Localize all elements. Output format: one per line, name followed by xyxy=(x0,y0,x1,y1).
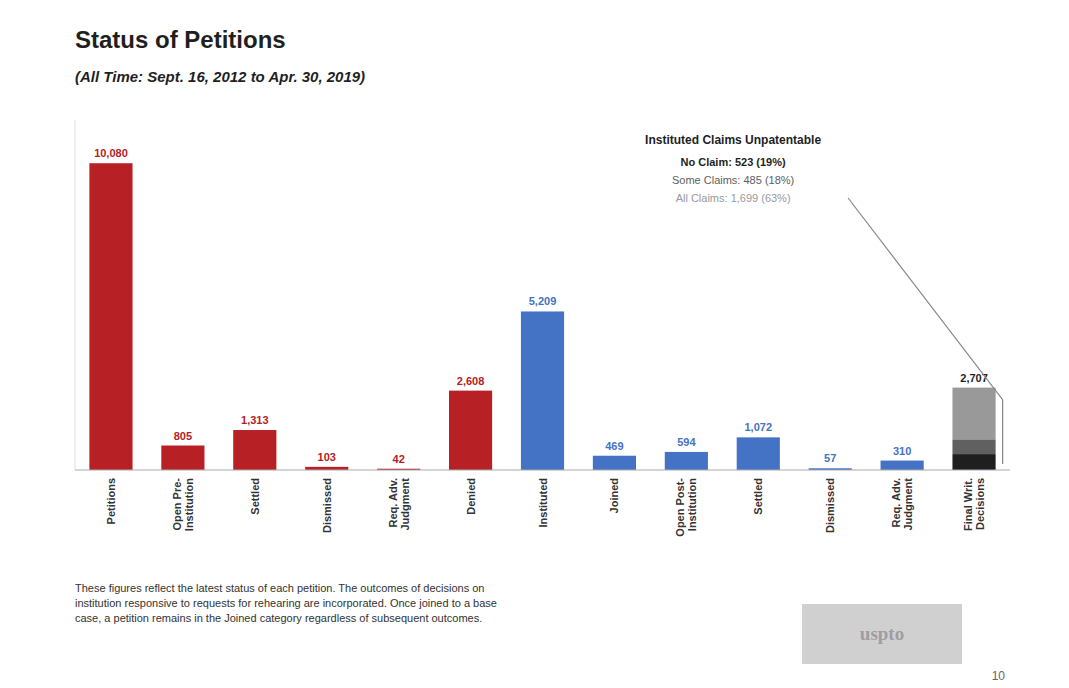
annotation-line: No Claim: 523 (19%) xyxy=(681,156,786,168)
x-axis-line xyxy=(75,470,1010,471)
x-tick-label-line: Req. Adv. xyxy=(890,478,902,528)
x-tick-label-line: Judgment xyxy=(902,478,914,531)
bars xyxy=(89,163,995,470)
y-axis-line xyxy=(75,120,76,470)
data-label: 1,072 xyxy=(745,421,773,433)
annotation-line: All Claims: 1,699 (63%) xyxy=(676,192,791,204)
data-label: 469 xyxy=(605,440,623,452)
data-label: 594 xyxy=(677,436,696,448)
annotation-title: Instituted Claims Unpatentable xyxy=(645,133,821,147)
x-tick-label: Open Pre-Institution xyxy=(171,478,195,531)
x-tick-label: Open Post-Institution xyxy=(674,478,698,537)
footer-line: case, a petition remains in the Joined c… xyxy=(75,612,482,624)
data-label: 1,313 xyxy=(241,414,269,426)
data-label: 42 xyxy=(393,453,405,465)
x-tick-label: Denied xyxy=(465,478,477,515)
chart: Status of Petitions (All Time: Sept. 16, … xyxy=(0,0,1069,688)
x-tick-label-line: Open Pre- xyxy=(171,478,183,531)
footer-line: These figures reflect the latest status … xyxy=(75,582,484,594)
x-tick-label-line: Dismissed xyxy=(321,478,333,533)
data-label: 57 xyxy=(824,452,836,464)
data-label: 2,707 xyxy=(960,372,988,384)
bar xyxy=(161,446,204,471)
bar xyxy=(449,391,492,470)
title: Status of Petitions xyxy=(75,26,286,53)
x-tick-label-line: Joined xyxy=(608,478,620,513)
watermark: uspto xyxy=(860,623,904,644)
data-label: 5,209 xyxy=(529,295,557,307)
x-tick-label: Instituted xyxy=(537,478,549,528)
x-tick-label-line: Settled xyxy=(249,478,261,515)
x-tick-label: Petitions xyxy=(105,478,117,524)
annotation-line: Some Claims: 485 (18%) xyxy=(672,174,794,186)
bar xyxy=(521,311,564,470)
data-label: 103 xyxy=(318,451,336,463)
annotation-connector xyxy=(848,198,1003,464)
x-tick-label-line: Dismissed xyxy=(824,478,836,533)
footer: These figures reflect the latest status … xyxy=(75,582,497,624)
bar xyxy=(593,456,636,470)
x-tick-label-line: Open Post- xyxy=(674,478,686,537)
x-tick-label-line: Decisions xyxy=(974,478,986,530)
background xyxy=(0,0,1069,688)
x-tick-label: Req. Adv.Judgment xyxy=(387,478,411,531)
x-tick-label: Final Writ.Decisions xyxy=(962,478,986,531)
x-tick-label-line: Final Writ. xyxy=(962,478,974,531)
subtitle: (All Time: Sept. 16, 2012 to Apr. 30, 20… xyxy=(75,68,365,85)
x-tick-label-line: Settled xyxy=(752,478,764,515)
x-tick-label-line: Petitions xyxy=(105,478,117,524)
bar xyxy=(881,461,924,470)
data-label: 805 xyxy=(174,430,192,442)
x-tick-label: Settled xyxy=(249,478,261,515)
bar-segment xyxy=(952,439,995,454)
x-tick-label: Joined xyxy=(608,478,620,513)
watermark-box xyxy=(802,604,962,664)
x-tick-label: Dismissed xyxy=(321,478,333,533)
bar xyxy=(89,163,132,470)
bar-segment xyxy=(952,454,995,470)
data-label: 2,608 xyxy=(457,375,485,387)
bar-segment xyxy=(952,388,995,440)
page-number: 10 xyxy=(992,669,1006,683)
data-label: 10,080 xyxy=(94,147,128,159)
footer-line: institution responsive to requests for r… xyxy=(75,597,497,609)
x-tick-label-line: Denied xyxy=(465,478,477,515)
data-label: 310 xyxy=(893,445,911,457)
bar xyxy=(737,437,780,470)
x-tick-label-line: Institution xyxy=(183,478,195,531)
x-tick-label: Req. Adv.Judgment xyxy=(890,478,914,531)
bar xyxy=(665,452,708,470)
x-tick-label: Settled xyxy=(752,478,764,515)
x-tick-label-line: Req. Adv. xyxy=(387,478,399,528)
x-tick-label: Dismissed xyxy=(824,478,836,533)
x-tick-label-line: Instituted xyxy=(537,478,549,528)
x-tick-label-line: Institution xyxy=(686,478,698,531)
x-tick-label-line: Judgment xyxy=(399,478,411,531)
bar xyxy=(233,430,276,470)
